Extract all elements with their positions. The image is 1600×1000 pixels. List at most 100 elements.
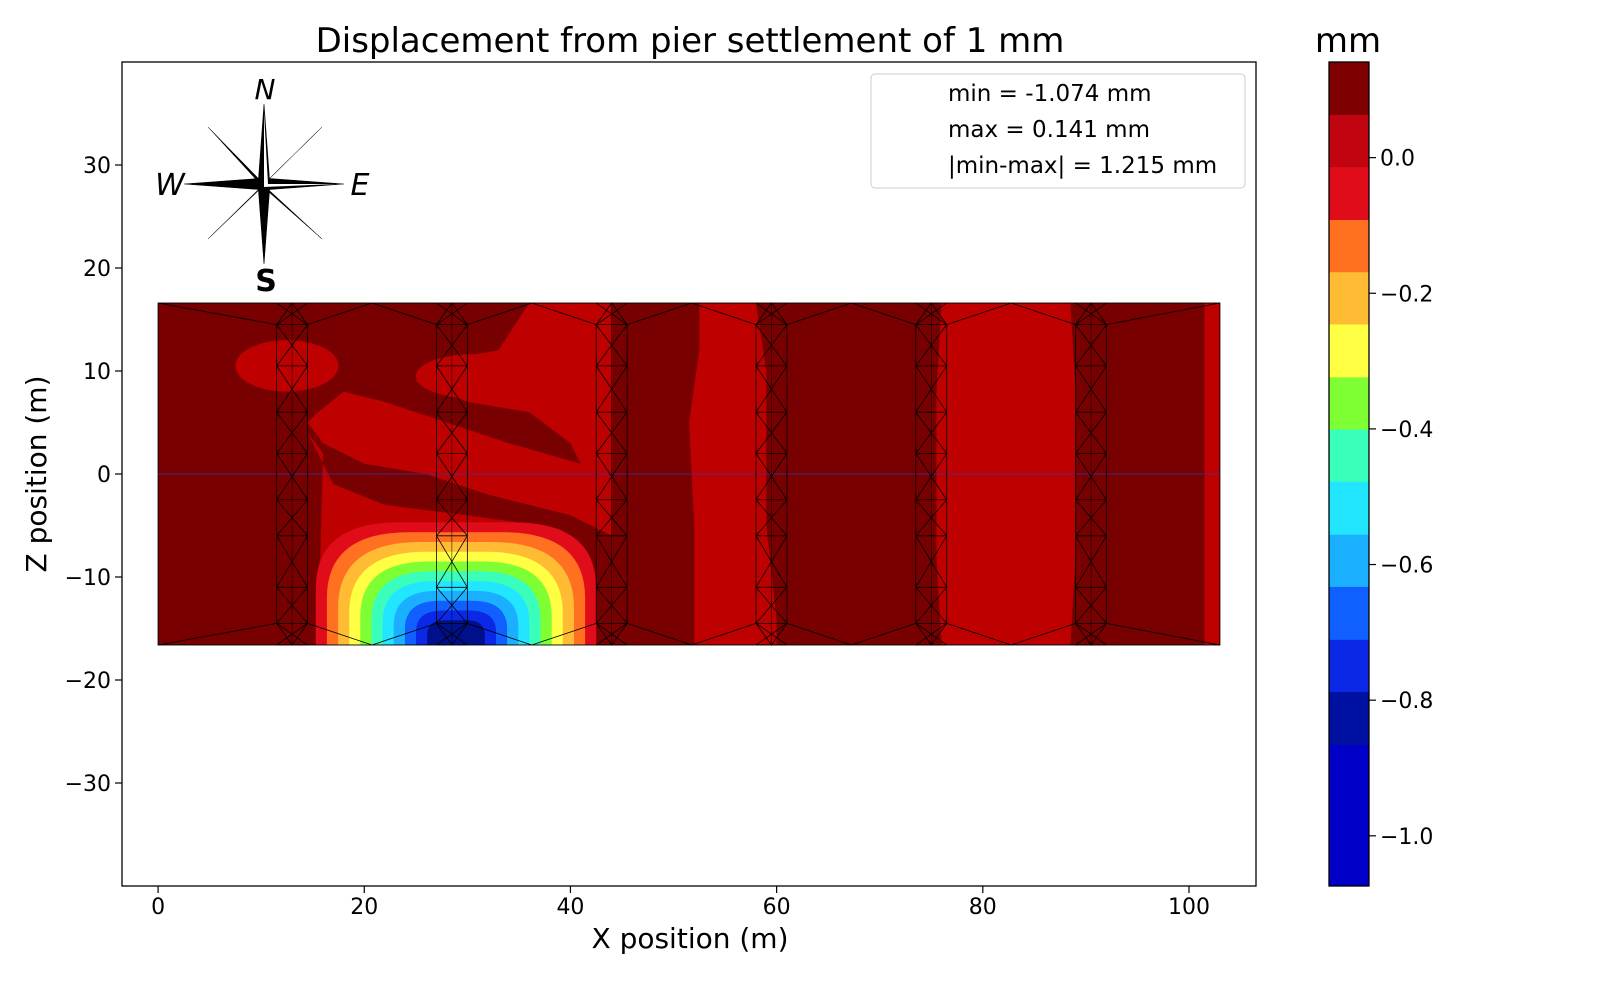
pier-brace [1075, 623, 1107, 646]
colorbar-band [1329, 429, 1369, 483]
pier-brace [595, 411, 628, 454]
pier-brace [915, 365, 948, 413]
truss-diagonal-bottom [158, 623, 277, 646]
colorbar-band [1329, 534, 1369, 588]
pier-cap [915, 623, 948, 646]
pier-truss [436, 302, 468, 646]
colorbar-ticks: 0.0 −0.2 −0.4 −0.6 −0.8 −1.0 [1369, 147, 1433, 850]
pier-cap [276, 623, 308, 646]
y-tick-label: 30 [83, 154, 111, 179]
pier-brace [436, 365, 468, 413]
truss-diagonal-top [467, 302, 597, 325]
colorbar-tick-label: −0.6 [1380, 554, 1433, 579]
pier-brace [915, 302, 947, 325]
truss-diagonal-top [307, 302, 437, 325]
pier-truss [915, 302, 948, 646]
legend-range: |min-max| = 1.215 mm [948, 153, 1217, 179]
pier-brace [1075, 365, 1107, 413]
colorbar-tick-label: −1.0 [1380, 825, 1433, 850]
pier-cap [276, 302, 308, 325]
pier-brace [915, 411, 948, 454]
legend-max: max = 0.141 mm [948, 117, 1150, 143]
compass-east-label: E [351, 168, 370, 203]
legend-min: min = -1.074 mm [948, 81, 1152, 107]
x-tick-label: 100 [1168, 895, 1210, 920]
x-axis-label: X position (m) [591, 922, 788, 955]
compass-rose-icon: N S E W [155, 73, 369, 299]
pier-brace [276, 302, 308, 325]
pier-brace [436, 623, 468, 646]
pier-brace [436, 499, 468, 537]
pier-brace [1075, 302, 1107, 325]
displacement-contour-field [158, 303, 1220, 645]
truss-diagonal-bottom [467, 623, 597, 646]
compass-south-label: S [255, 264, 277, 299]
pier-brace [755, 365, 788, 413]
pier-brace [436, 535, 468, 588]
pier-truss [755, 302, 788, 646]
colorbar-band [1329, 744, 1369, 887]
truss-diagonal-bottom [1106, 623, 1220, 646]
pier-cap [436, 623, 468, 646]
colorbar-band [1329, 692, 1369, 746]
pier-cap [915, 302, 948, 325]
pier-brace [436, 587, 468, 624]
pier-brace [1075, 324, 1107, 367]
pier-brace [1075, 411, 1107, 454]
pier-brace [1075, 453, 1107, 500]
pier-brace [595, 324, 628, 367]
colorbar-band [1329, 220, 1369, 273]
y-tick-label: 10 [83, 360, 111, 385]
colorbar-tick-label: −0.8 [1380, 689, 1433, 714]
colorbar-band [1329, 324, 1369, 378]
pier-brace [915, 499, 948, 537]
colorbar-band [1329, 586, 1369, 641]
pier-brace [276, 623, 308, 646]
compass-west-label: W [155, 168, 186, 203]
compass-e-highlight [264, 184, 336, 187]
pier-cap [436, 302, 468, 325]
pier-brace [755, 453, 788, 500]
truss-diagonal-top [158, 302, 277, 325]
y-tick-label: −30 [65, 772, 111, 797]
truss-diagonal-top [1106, 302, 1220, 325]
y-tick-label: −10 [65, 566, 111, 591]
pier-brace [755, 499, 788, 537]
colorbar: mm 0.0 −0.2 −0.4 −0.6 −0.8 −1.0 [1315, 21, 1433, 887]
truss-diagonal-top [946, 302, 1076, 325]
colorbar-bands [1329, 62, 1369, 887]
colorbar-band [1329, 114, 1369, 168]
x-tick-label: 80 [969, 895, 997, 920]
pier-brace [595, 623, 628, 646]
pier-brace [915, 324, 948, 367]
pier-brace [1075, 535, 1107, 588]
pier-brace [755, 623, 788, 646]
x-tick-label: 0 [151, 895, 165, 920]
pier-cap [595, 623, 628, 646]
pier-brace [276, 587, 308, 624]
legend-box [870, 73, 1246, 189]
pier-brace [276, 535, 308, 588]
colorbar-frame [1328, 61, 1370, 887]
pier-truss [595, 302, 628, 646]
colorbar-tick-label: −0.4 [1380, 418, 1433, 443]
colorbar-label: mm [1315, 21, 1381, 61]
x-tick-label: 40 [556, 895, 584, 920]
x-tick-label: 60 [763, 895, 791, 920]
pier-cap [755, 623, 788, 646]
truss-diagonal-top [626, 302, 757, 325]
colorbar-band [1329, 167, 1369, 221]
colorbar-band [1329, 272, 1369, 325]
y-tick-label: 20 [83, 257, 111, 282]
pier-brace [436, 302, 468, 325]
compass-n-highlight [264, 112, 268, 184]
pier-brace [1075, 499, 1107, 537]
pier-brace [436, 411, 468, 454]
bridge-truss-mesh [157, 302, 1221, 646]
pier-cap [595, 302, 628, 325]
pier-brace [276, 411, 308, 454]
pier-cap [755, 302, 788, 325]
y-tick-label: 0 [97, 463, 111, 488]
